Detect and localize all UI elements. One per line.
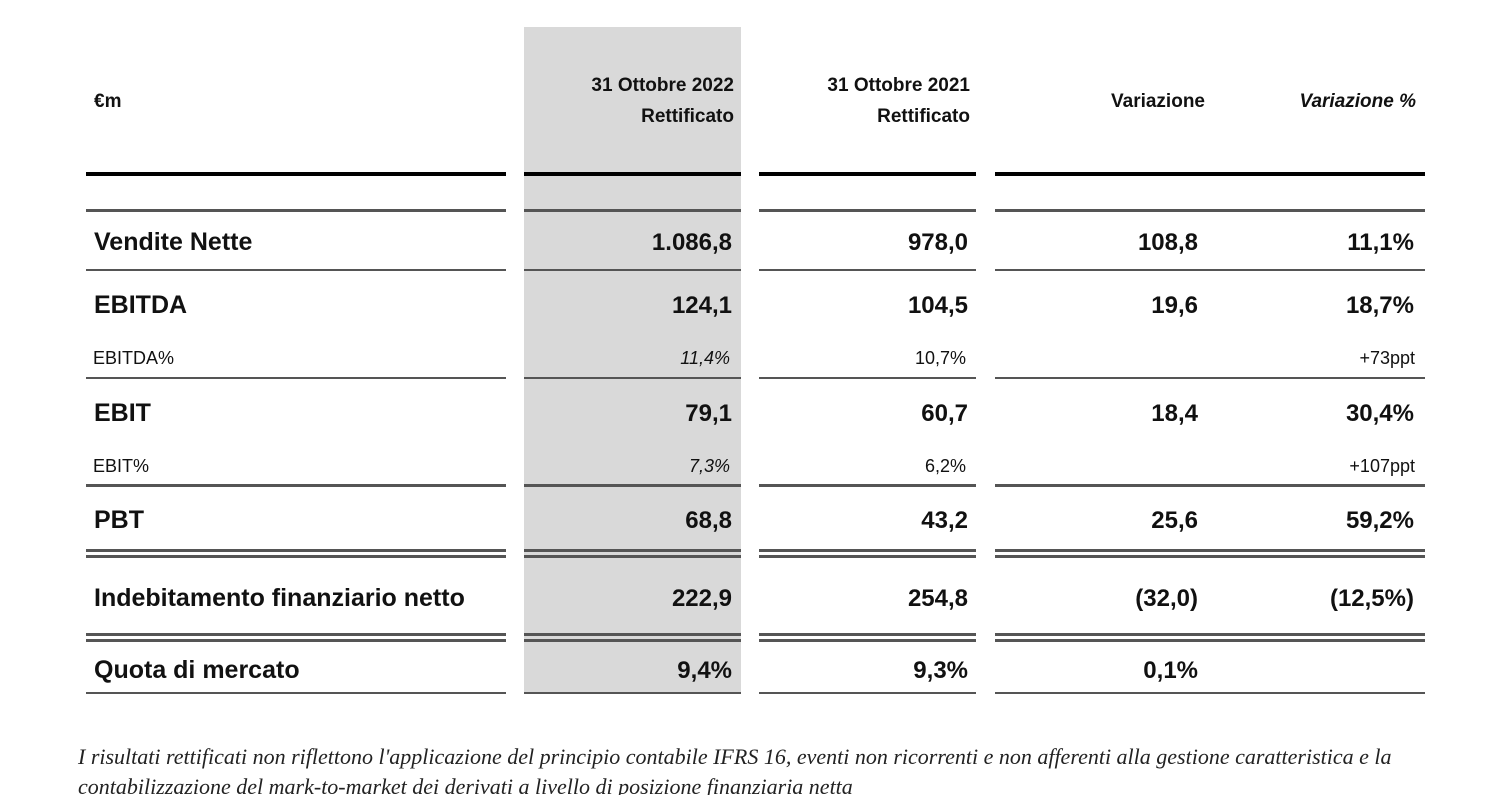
cell-variation-pct: 18,7% [1345,292,1414,319]
header-2021-date: 31 Ottobre 2021 [827,75,970,96]
cell-variation: 19,6 [1151,292,1198,319]
double-rule [995,555,1425,558]
cell-variation-pct: 30,4% [1345,400,1414,427]
row-rule [759,377,976,379]
row-rule [86,484,506,487]
cell-variation: 0,1% [1143,657,1198,684]
double-rule [995,633,1425,636]
header-2022: 31 Ottobre 2022 Rettificato [540,70,734,132]
row-rule [524,269,741,271]
row-label: Indebitamento finanziario netto [94,584,465,612]
cell-variation: 18,4 [1151,400,1198,427]
header-rule [759,172,976,176]
cell-2021: 6,2% [924,456,966,476]
header-rule [995,172,1425,176]
row-rule [86,377,506,379]
double-rule [759,633,976,636]
row-rule [524,484,741,487]
double-rule [995,639,1425,642]
row-rule [524,692,741,694]
row-rule [995,484,1425,487]
double-rule [759,639,976,642]
footnote: I risultati rettificati non riflettono l… [78,744,1392,795]
cell-2022: 7,3% [688,456,730,476]
row-rule [86,209,506,212]
cell-2022: 68,8 [685,507,732,534]
row-label: EBITDA% [93,348,175,368]
cell-variation-pct: +73ppt [1359,348,1415,368]
double-rule [86,549,506,552]
row-rule [86,692,506,694]
cell-2022: 79,1 [685,400,732,427]
row-rule [759,484,976,487]
row-rule [995,209,1425,212]
cell-2021: 9,3% [913,657,968,684]
header-variation: Variazione [1111,91,1205,112]
row-rule [995,377,1425,379]
cell-2022: 124,1 [671,292,732,319]
cell-2022: 222,9 [671,585,732,612]
cell-2021: 60,7 [921,400,968,427]
double-rule [524,555,741,558]
cell-variation-pct: (12,5%) [1329,585,1414,612]
double-rule [759,555,976,558]
double-rule [86,555,506,558]
row-rule [759,269,976,271]
row-rule [524,209,741,212]
header-rule [86,172,506,176]
cell-variation: (32,0) [1135,585,1198,612]
header-currency-label: €m [94,91,122,112]
header-2021-sub: Rettificato [877,106,970,127]
row-rule [995,269,1425,271]
cell-variation: 108,8 [1137,229,1198,256]
row-label: EBITDA [94,291,188,319]
row-rule [759,209,976,212]
cell-variation-pct: 11,1% [1347,229,1414,256]
cell-2021: 43,2 [921,507,968,534]
row-label: Quota di mercato [94,656,300,684]
highlighted-column-background [524,27,741,693]
cell-2022: 1.086,8 [651,229,732,256]
row-rule [86,269,506,271]
double-rule [524,639,741,642]
double-rule [86,639,506,642]
double-rule [524,549,741,552]
row-rule [524,377,741,379]
cell-2022: 11,4% [680,348,730,368]
header-rule [524,172,741,176]
double-rule [759,549,976,552]
cell-2021: 978,0 [907,229,968,256]
double-rule [995,549,1425,552]
cell-variation: 25,6 [1151,507,1198,534]
cell-variation-pct: 59,2% [1345,507,1414,534]
header-2022-date: 31 Ottobre 2022 [591,75,734,96]
double-rule [524,633,741,636]
row-label: EBIT% [93,456,150,476]
cell-2022: 9,4% [677,657,732,684]
row-rule [995,692,1425,694]
cell-2021: 104,5 [907,292,968,319]
header-2021: 31 Ottobre 2021 Rettificato [776,70,970,132]
header-variation-pct: Variazione % [1299,91,1416,112]
double-rule [86,633,506,636]
row-label: EBIT [94,399,151,427]
cell-2021: 10,7% [914,348,966,368]
cell-2021: 254,8 [907,585,968,612]
row-label: PBT [94,506,144,534]
cell-variation-pct: +107ppt [1349,456,1415,476]
header-2022-sub: Rettificato [641,106,734,127]
row-label: Vendite Nette [94,228,253,256]
row-rule [759,692,976,694]
